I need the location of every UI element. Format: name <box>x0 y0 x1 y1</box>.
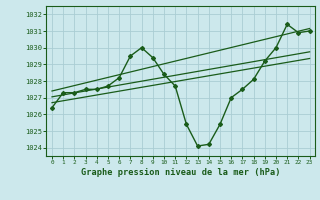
X-axis label: Graphe pression niveau de la mer (hPa): Graphe pression niveau de la mer (hPa) <box>81 168 281 177</box>
